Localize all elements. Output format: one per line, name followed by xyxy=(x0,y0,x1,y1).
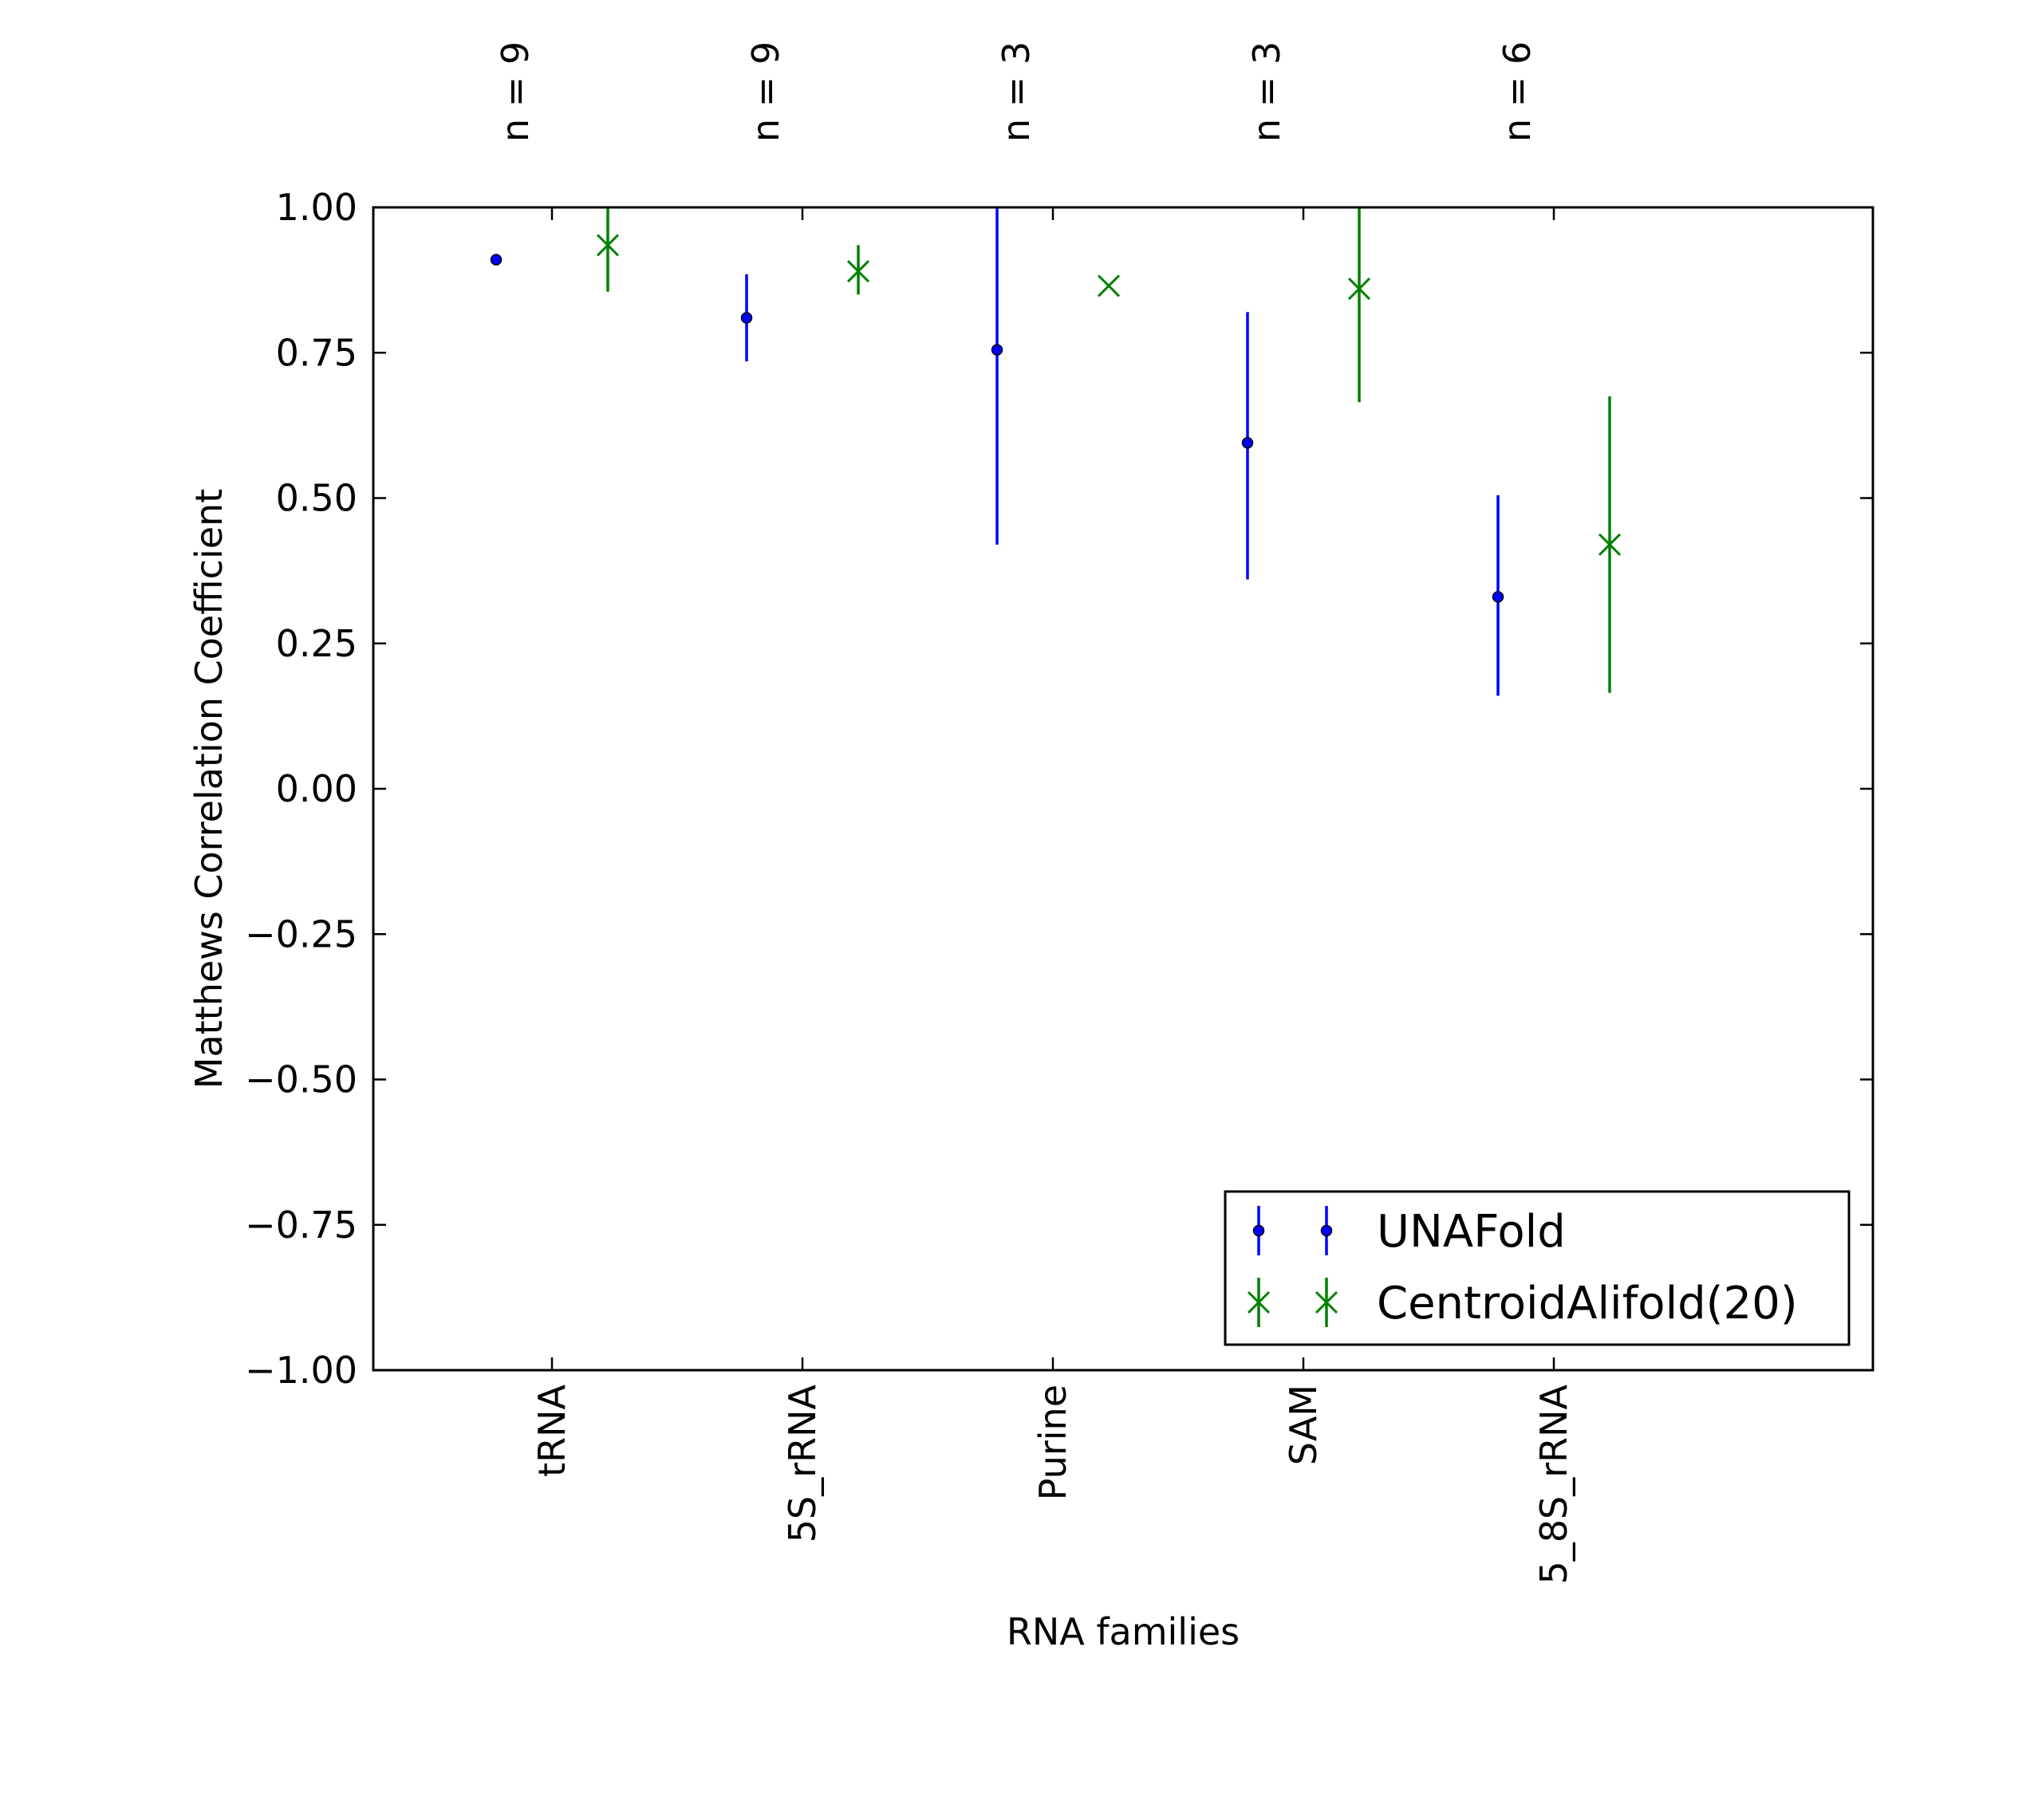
y-tick-label: 0.75 xyxy=(276,331,357,374)
marker-stroke xyxy=(1347,277,1371,301)
data-point xyxy=(490,254,503,266)
marker-stroke xyxy=(1097,274,1121,297)
y-tick-label: 1.00 xyxy=(276,186,357,229)
x-tick-label: Purine xyxy=(1031,1385,1074,1500)
y-tick-label: 0.50 xyxy=(276,477,357,520)
y-tick-label: −0.25 xyxy=(245,912,357,955)
y-tick-label: −1.00 xyxy=(245,1349,357,1392)
y-axis-label: Matthews Correlation Coefficient xyxy=(187,489,231,1089)
data-point xyxy=(1598,533,1622,556)
legend-label: CentroidAlifold(20) xyxy=(1377,1278,1798,1330)
sample-count-labels: n = 9 n = 9 n = 3 n = 3 n = 6 xyxy=(494,41,1539,142)
x-tick-label: tRNA xyxy=(530,1384,574,1476)
y-tick-label: 0.25 xyxy=(276,622,357,665)
sample-count-label: n = 3 xyxy=(1245,41,1288,142)
marker-stroke xyxy=(1247,1290,1271,1314)
marker-stroke xyxy=(1598,533,1622,556)
legend-marker xyxy=(1315,1290,1338,1314)
x-tick-label: SAM xyxy=(1282,1385,1325,1465)
series-unafold xyxy=(490,207,1504,696)
data-point xyxy=(1492,591,1504,603)
series-centroidalifold xyxy=(596,207,1622,693)
sample-count-label: n = 3 xyxy=(995,41,1038,142)
legend-box xyxy=(1224,1190,1851,1346)
sample-count-label: n = 6 xyxy=(1496,41,1539,142)
x-axis-label: RNA families xyxy=(1007,1610,1240,1653)
data-point xyxy=(991,344,1003,356)
data-point xyxy=(596,234,620,257)
sample-count-label: n = 9 xyxy=(744,41,787,142)
sample-count-label: n = 9 xyxy=(494,41,537,142)
marker-stroke xyxy=(1315,1290,1338,1314)
y-tick-label: −0.50 xyxy=(245,1058,357,1101)
legend-entries: UNAFold CentroidAlifold(20) xyxy=(1247,1206,1798,1330)
legend-marker xyxy=(1320,1224,1333,1237)
plot-area xyxy=(490,207,1622,696)
x-tick-label: 5_8S_rRNA xyxy=(1532,1384,1575,1584)
tick-labels: 1.00 0.75 0.50 0.25 0.00 −0.25 −0.50 −0.75 −1.00… xyxy=(245,186,1575,1584)
axis-ticks xyxy=(373,206,1873,1372)
legend-entry: UNAFold xyxy=(1252,1206,1566,1258)
marker-stroke xyxy=(846,260,870,283)
legend: UNAFold CentroidAlifold(20) xyxy=(1224,1190,1851,1346)
legend-marker xyxy=(1247,1290,1271,1314)
marker-stroke xyxy=(596,234,620,257)
legend-label: UNAFold xyxy=(1377,1206,1566,1258)
data-point xyxy=(846,260,870,283)
legend-entry: CentroidAlifold(20) xyxy=(1247,1278,1798,1330)
legend-marker xyxy=(1252,1224,1265,1237)
y-tick-label: −0.75 xyxy=(245,1203,357,1247)
data-point xyxy=(1241,436,1254,449)
y-tick-label: 0.00 xyxy=(276,767,357,810)
data-point xyxy=(1347,277,1371,301)
x-tick-label: 5S_rRNA xyxy=(781,1384,824,1542)
data-point xyxy=(1097,274,1121,297)
data-point xyxy=(740,312,753,324)
